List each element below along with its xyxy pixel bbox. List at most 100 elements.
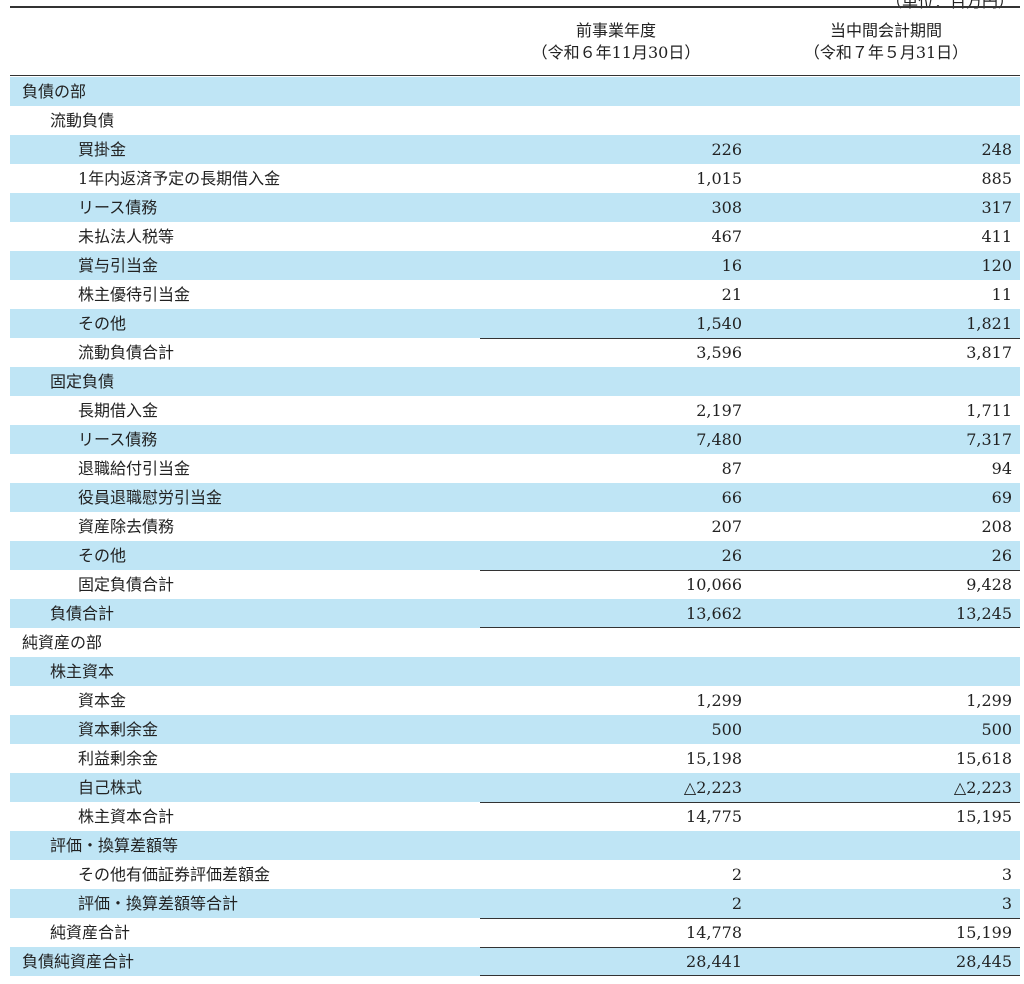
row-label: 株主資本	[50, 662, 115, 681]
column-header: 前事業年度 （令和６年11月30日）	[486, 20, 746, 64]
row-label: 評価・換算差額等	[50, 836, 179, 855]
header-text: （令和７年５月31日）	[803, 43, 969, 62]
table-row: 利益剰余金 15,198 15,618	[10, 744, 1020, 773]
cell-value: 1,299	[696, 691, 742, 710]
cell-value: 411	[981, 227, 1012, 246]
table-row: その他 1,540 1,821	[10, 309, 1020, 338]
table-row: 評価・換算差額等合計 2 3	[10, 889, 1020, 918]
cell-value: 1,299	[966, 691, 1012, 710]
cell-value: 13,662	[686, 604, 742, 623]
table-row: その他有価証券評価差額金 2 3	[10, 860, 1020, 889]
table-row: 純資産合計 14,778 15,199	[10, 918, 1020, 947]
cell-value: 208	[981, 517, 1012, 536]
row-label: その他有価証券評価差額金	[78, 865, 271, 884]
cell-value: 308	[711, 198, 742, 217]
cell-value: 14,775	[686, 807, 742, 826]
row-label: 役員退職慰労引当金	[78, 488, 223, 507]
header-text: 前事業年度	[575, 21, 656, 40]
cell-value: 317	[981, 198, 1012, 217]
cell-value: 87	[721, 459, 742, 478]
cell-value: 16	[721, 256, 742, 275]
cell-value: 1,540	[696, 314, 742, 333]
table-row: 流動負債	[10, 106, 1020, 135]
cell-value: △2,223	[683, 778, 742, 797]
row-label: 資産除去債務	[78, 517, 175, 536]
cell-value: 2	[731, 894, 742, 913]
row-label: 純資産合計	[50, 923, 131, 942]
rule	[10, 75, 1020, 76]
row-label: 自己株式	[78, 778, 143, 797]
table-row: 負債純資産合計 28,441 28,445	[10, 947, 1020, 976]
cell-value: 15,618	[956, 749, 1012, 768]
cell-value: 94	[991, 459, 1012, 478]
cell-value: 14,778	[686, 923, 742, 942]
table-row: その他 26 26	[10, 541, 1020, 570]
cell-value: 500	[981, 720, 1012, 739]
cell-value: 1,821	[966, 314, 1012, 333]
header-text: （令和６年11月30日）	[531, 43, 701, 62]
cell-value: 11	[991, 285, 1012, 304]
unit-label: （単位：百万円）	[885, 0, 1014, 11]
cell-value: 467	[711, 227, 742, 246]
row-label: 1年内返済予定の長期借入金	[78, 169, 281, 188]
cell-value: 66	[721, 488, 742, 507]
table-row: 資産除去債務 207 208	[10, 512, 1020, 541]
cell-value: △2,223	[953, 778, 1012, 797]
row-label: 固定負債	[50, 372, 115, 391]
table-row: 役員退職慰労引当金 66 69	[10, 483, 1020, 512]
cell-value: 10,066	[686, 575, 742, 594]
table-row: 長期借入金 2,197 1,711	[10, 396, 1020, 425]
row-label: その他	[78, 546, 127, 565]
cell-value: 2,197	[696, 401, 742, 420]
cell-value: 69	[991, 488, 1012, 507]
row-label: 買掛金	[78, 140, 127, 159]
table-row: 株主優待引当金 21 11	[10, 280, 1020, 309]
row-label: 流動負債合計	[78, 343, 175, 362]
cell-value: 3,817	[966, 343, 1012, 362]
cell-value: 28,445	[956, 952, 1012, 971]
row-label: 純資産の部	[22, 633, 103, 652]
row-label: 資本金	[78, 691, 127, 710]
cell-value: 9,428	[966, 575, 1012, 594]
row-label: 長期借入金	[78, 401, 159, 420]
row-label: 退職給付引当金	[78, 459, 191, 478]
row-label: 未払法人税等	[78, 227, 175, 246]
row-label: 株主優待引当金	[78, 285, 191, 304]
cell-value: 15,195	[956, 807, 1012, 826]
table-row: 買掛金 226 248	[10, 135, 1020, 164]
row-label: 固定負債合計	[78, 575, 175, 594]
row-label: 賞与引当金	[78, 256, 159, 275]
rule	[10, 6, 1020, 8]
row-label: 利益剰余金	[78, 749, 159, 768]
table-row: 資本金 1,299 1,299	[10, 686, 1020, 715]
row-label: 負債の部	[22, 82, 87, 101]
row-label: 負債純資産合計	[22, 952, 135, 971]
cell-value: 15,198	[686, 749, 742, 768]
table-row: 自己株式 △2,223 △2,223	[10, 773, 1020, 802]
cell-value: 3	[1001, 894, 1012, 913]
row-label: 株主資本合計	[78, 807, 175, 826]
cell-value: 885	[981, 169, 1012, 188]
row-label: リース債務	[78, 430, 158, 449]
column-header: 当中間会計期間 （令和７年５月31日）	[756, 20, 1016, 64]
table-row: リース債務 7,480 7,317	[10, 425, 1020, 454]
cell-value: 15,199	[956, 923, 1012, 942]
cell-value: 207	[711, 517, 742, 536]
row-label: その他	[78, 314, 127, 333]
table-row: 1年内返済予定の長期借入金 1,015 885	[10, 164, 1020, 193]
cell-value: 3,596	[696, 343, 742, 362]
table-row: 株主資本	[10, 657, 1020, 686]
cell-value: 21	[721, 285, 742, 304]
table-row: 固定負債合計 10,066 9,428	[10, 570, 1020, 599]
cell-value: 2	[731, 865, 742, 884]
cell-value: 1,015	[696, 169, 742, 188]
table-row: リース債務 308 317	[10, 193, 1020, 222]
table-row: 評価・換算差額等	[10, 831, 1020, 860]
table-row: 流動負債合計 3,596 3,817	[10, 338, 1020, 367]
cell-value: 7,480	[696, 430, 742, 449]
table-row: 負債合計 13,662 13,245	[10, 599, 1020, 628]
row-label: 流動負債	[50, 111, 115, 130]
table-row: 賞与引当金 16 120	[10, 251, 1020, 280]
